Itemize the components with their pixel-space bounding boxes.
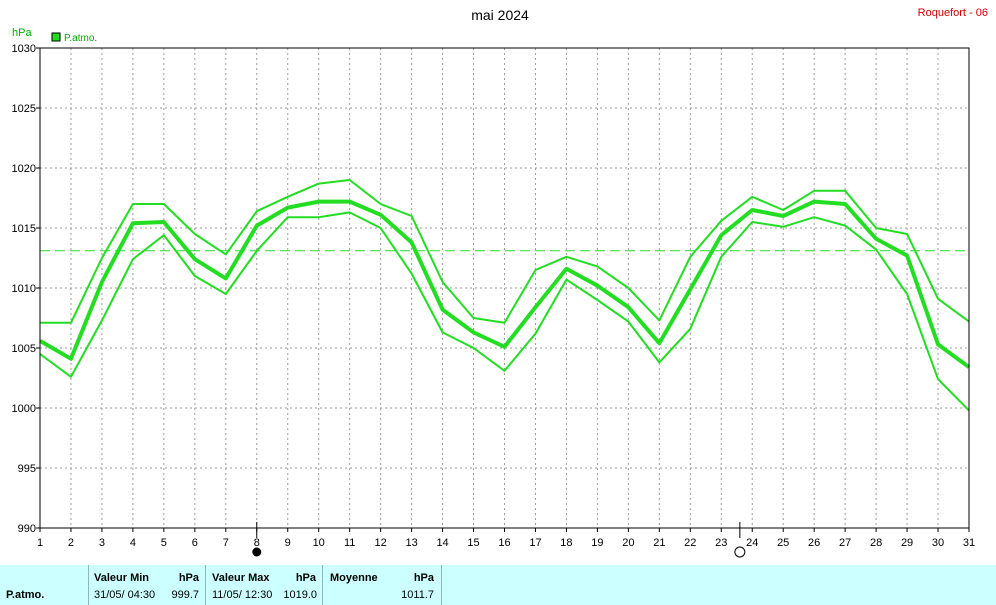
- y-axis-unit: hPa: [12, 27, 32, 39]
- stats-row-label-cell: P.atmo.: [0, 565, 89, 605]
- x-tick-label-20: 20: [622, 537, 634, 549]
- series-line-1: [38, 199, 971, 369]
- x-tick-label-14: 14: [436, 537, 448, 549]
- x-tick-label-15: 15: [467, 537, 479, 549]
- x-tick-label-27: 27: [839, 537, 851, 549]
- x-tick-label-13: 13: [405, 537, 417, 549]
- series-group: [38, 179, 971, 412]
- x-tick-label-29: 29: [901, 537, 913, 549]
- full-moon-icon: [734, 546, 746, 558]
- y-tick-label-990: 990: [18, 523, 36, 535]
- min-date: 31/05/ 04:30: [94, 589, 156, 601]
- x-tick-label-26: 26: [808, 537, 820, 549]
- y-tick-label-1015: 1015: [12, 223, 36, 235]
- legend-swatch: [51, 32, 61, 42]
- y-tick-label-1020: 1020: [12, 163, 36, 175]
- max-header: Valeur Max: [212, 572, 270, 584]
- new-moon-icon: [252, 547, 262, 557]
- y-tick-label-1025: 1025: [12, 103, 36, 115]
- grid-lines: [40, 48, 969, 528]
- x-tick-label-1: 1: [37, 537, 43, 549]
- x-tick-label-21: 21: [653, 537, 665, 549]
- x-tick-label-23: 23: [715, 537, 727, 549]
- min-header: Valeur Min: [94, 572, 150, 584]
- stats-panel: P.atmo. Valeur Min hPa 31/05/ 04:30 999.…: [0, 565, 996, 605]
- plot-frame: [36, 47, 970, 538]
- x-tick-label-22: 22: [684, 537, 696, 549]
- legend-label: P.atmo.: [64, 33, 97, 44]
- x-tick-label-17: 17: [529, 537, 541, 549]
- x-tick-label-7: 7: [223, 537, 229, 549]
- stats-row-label: P.atmo.: [6, 589, 45, 601]
- x-tick-label-25: 25: [777, 537, 789, 549]
- x-tick-label-8: 8: [254, 537, 260, 549]
- x-tick-label-3: 3: [99, 537, 105, 549]
- y-tick-labels: 990 995 1000 1005 1010 1015 1020 1025 1030: [12, 43, 36, 535]
- max-date: 11/05/ 12:30: [212, 589, 273, 601]
- stats-mean-cell: Moyenne hPa 1011.7: [323, 565, 442, 605]
- x-tick-label-31: 31: [963, 537, 975, 549]
- stats-max-cell: Valeur Max hPa 11/05/ 12:30 1019.0: [206, 565, 323, 605]
- mean-unit: hPa: [413, 572, 434, 584]
- x-tick-labels: 1 2 3 4 5 6 7 8 9 10 11 12 13 14 15 16 17 18 19 20 21 22 23 24 2…: [37, 537, 975, 549]
- mean-header: Moyenne: [330, 572, 378, 584]
- max-unit: hPa: [295, 572, 316, 584]
- x-tick-label-19: 19: [591, 537, 603, 549]
- chart-title: mai 2024: [471, 7, 529, 23]
- x-tick-label-5: 5: [161, 537, 167, 549]
- x-tick-label-28: 28: [870, 537, 882, 549]
- y-tick-label-1030: 1030: [12, 43, 36, 55]
- x-tick-label-9: 9: [285, 537, 291, 549]
- x-tick-label-18: 18: [560, 537, 572, 549]
- moon-markers: [252, 546, 746, 558]
- series-line-2: [39, 211, 970, 412]
- stats-min-cell: Valeur Min hPa 31/05/ 04:30 999.7: [89, 565, 206, 605]
- x-tick-label-4: 4: [130, 537, 136, 549]
- mean-value: 1011.7: [401, 589, 434, 601]
- x-tick-label-30: 30: [932, 537, 944, 549]
- min-unit: hPa: [178, 572, 199, 584]
- series-line-0: [40, 179, 970, 324]
- x-tick-label-16: 16: [498, 537, 510, 549]
- max-value: 1019.0: [283, 589, 317, 601]
- station-name: Roquefort - 06: [918, 7, 988, 19]
- x-tick-label-24: 24: [746, 537, 758, 549]
- x-tick-label-11: 11: [344, 537, 355, 549]
- y-tick-label-1000: 1000: [12, 403, 36, 415]
- x-tick-label-6: 6: [192, 537, 198, 549]
- x-tick-label-2: 2: [68, 537, 74, 549]
- y-tick-label-1005: 1005: [12, 343, 36, 355]
- x-tick-label-12: 12: [375, 537, 387, 549]
- y-tick-label-995: 995: [18, 463, 36, 475]
- x-tick-label-10: 10: [313, 537, 325, 549]
- y-tick-label-1010: 1010: [12, 283, 36, 295]
- min-value: 999.7: [171, 589, 199, 601]
